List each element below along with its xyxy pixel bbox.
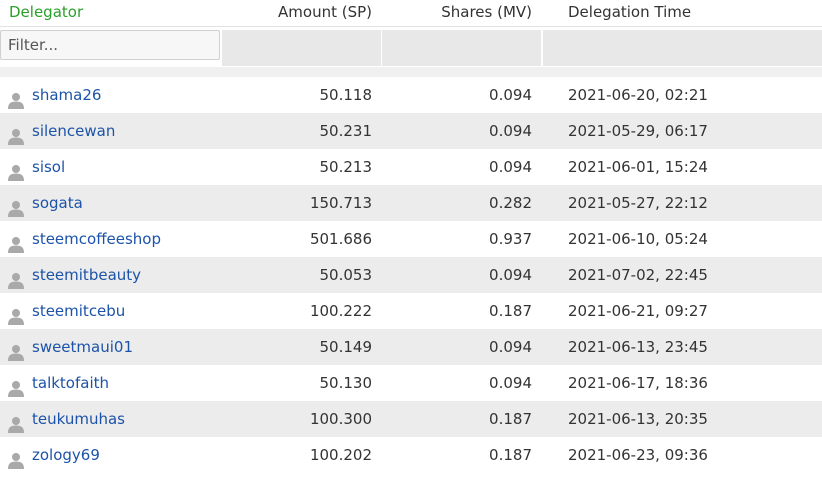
filter-cell-amount [222, 30, 381, 66]
table-body: shama26 50.118 0.094 2021-06-20, 02:21 silen… [0, 77, 822, 473]
amount-cell: 150.713 [309, 194, 372, 212]
column-header-amount[interactable]: Amount (SP) [278, 3, 372, 21]
amount-cell: 100.222 [309, 302, 372, 320]
delegator-link[interactable]: steemitcebu [32, 302, 126, 320]
delegator-link[interactable]: zology69 [32, 446, 100, 464]
amount-cell: 50.053 [319, 266, 373, 284]
user-icon [8, 302, 24, 325]
amount-cell: 50.130 [319, 374, 373, 392]
shares-cell: 0.937 [489, 230, 532, 248]
delegator-link[interactable]: talktofaith [32, 374, 110, 392]
shares-cell: 0.094 [489, 266, 532, 284]
delegation-time-cell: 2021-05-27, 22:12 [568, 194, 708, 212]
delegator-link[interactable]: sweetmaui01 [32, 338, 133, 356]
user-icon [8, 86, 24, 109]
delegation-time-cell: 2021-05-29, 06:17 [568, 122, 708, 140]
table-row: steemcoffeeshop 501.686 0.937 2021-06-10, 0… [0, 221, 822, 257]
delegator-link[interactable]: shama26 [32, 86, 102, 104]
amount-cell: 501.686 [309, 230, 372, 248]
filter-cell-shares [382, 30, 541, 66]
delegation-time-cell: 2021-06-13, 23:45 [568, 338, 708, 356]
shares-cell: 0.187 [489, 302, 532, 320]
column-header-delegator[interactable]: Delegator [9, 3, 84, 21]
shares-cell: 0.094 [489, 158, 532, 176]
delegation-time-cell: 2021-06-20, 02:21 [568, 86, 708, 104]
user-icon [8, 374, 24, 397]
user-icon [8, 122, 24, 145]
delegation-time-cell: 2021-07-02, 22:45 [568, 266, 708, 284]
filter-input[interactable] [0, 30, 220, 60]
table-row: teukumuhas 100.300 0.187 2021-06-13, 20:35 [0, 401, 822, 437]
table-row: talktofaith 50.130 0.094 2021-06-17, 18:36 [0, 365, 822, 401]
table-row: sisol 50.213 0.094 2021-06-01, 15:24 [0, 149, 822, 185]
delegation-time-cell: 2021-06-10, 05:24 [568, 230, 708, 248]
table-row: steemitcebu 100.222 0.187 2021-06-21, 09:27 [0, 293, 822, 329]
amount-cell: 50.118 [319, 86, 373, 104]
delegator-link[interactable]: silencewan [32, 122, 116, 140]
amount-cell: 50.213 [319, 158, 373, 176]
user-icon [8, 266, 24, 289]
delegation-time-cell: 2021-06-21, 09:27 [568, 302, 708, 320]
shares-cell: 0.187 [489, 410, 532, 428]
table-header: Delegator Amount (SP) Shares (MV) Delega… [0, 0, 822, 27]
delegation-time-cell: 2021-06-01, 15:24 [568, 158, 708, 176]
table-row: sweetmaui01 50.149 0.094 2021-06-13, 23:45 [0, 329, 822, 365]
delegator-link[interactable]: teukumuhas [32, 410, 125, 428]
table-divider [0, 67, 822, 77]
user-icon [8, 230, 24, 253]
column-header-shares[interactable]: Shares (MV) [441, 3, 532, 21]
column-header-delegation-time[interactable]: Delegation Time [568, 3, 692, 21]
amount-cell: 50.149 [319, 338, 373, 356]
user-icon [8, 194, 24, 217]
delegator-link[interactable]: sisol [32, 158, 66, 176]
table-row: steemitbeauty 50.053 0.094 2021-07-02, 22:4… [0, 257, 822, 293]
delegator-link[interactable]: steemcoffeeshop [32, 230, 162, 248]
filter-cell-time [543, 30, 822, 66]
amount-cell: 100.300 [309, 410, 372, 428]
table-row: zology69 100.202 0.187 2021-06-23, 09:36 [0, 437, 822, 473]
shares-cell: 0.094 [489, 374, 532, 392]
delegator-link[interactable]: steemitbeauty [32, 266, 142, 284]
user-icon [8, 410, 24, 433]
delegation-time-cell: 2021-06-23, 09:36 [568, 446, 708, 464]
shares-cell: 0.094 [489, 122, 532, 140]
table-row: shama26 50.118 0.094 2021-06-20, 02:21 [0, 77, 822, 113]
table-row: sogata 150.713 0.282 2021-05-27, 22:12 [0, 185, 822, 221]
user-icon [8, 446, 24, 469]
filter-row [0, 27, 822, 67]
table-row: silencewan 50.231 0.094 2021-05-29, 06:17 [0, 113, 822, 149]
amount-cell: 100.202 [309, 446, 372, 464]
delegation-time-cell: 2021-06-17, 18:36 [568, 374, 708, 392]
shares-cell: 0.094 [489, 86, 532, 104]
shares-cell: 0.187 [489, 446, 532, 464]
user-icon [8, 158, 24, 181]
amount-cell: 50.231 [319, 122, 373, 140]
delegator-link[interactable]: sogata [32, 194, 83, 212]
shares-cell: 0.282 [489, 194, 532, 212]
user-icon [8, 338, 24, 361]
shares-cell: 0.094 [489, 338, 532, 356]
delegation-time-cell: 2021-06-13, 20:35 [568, 410, 708, 428]
